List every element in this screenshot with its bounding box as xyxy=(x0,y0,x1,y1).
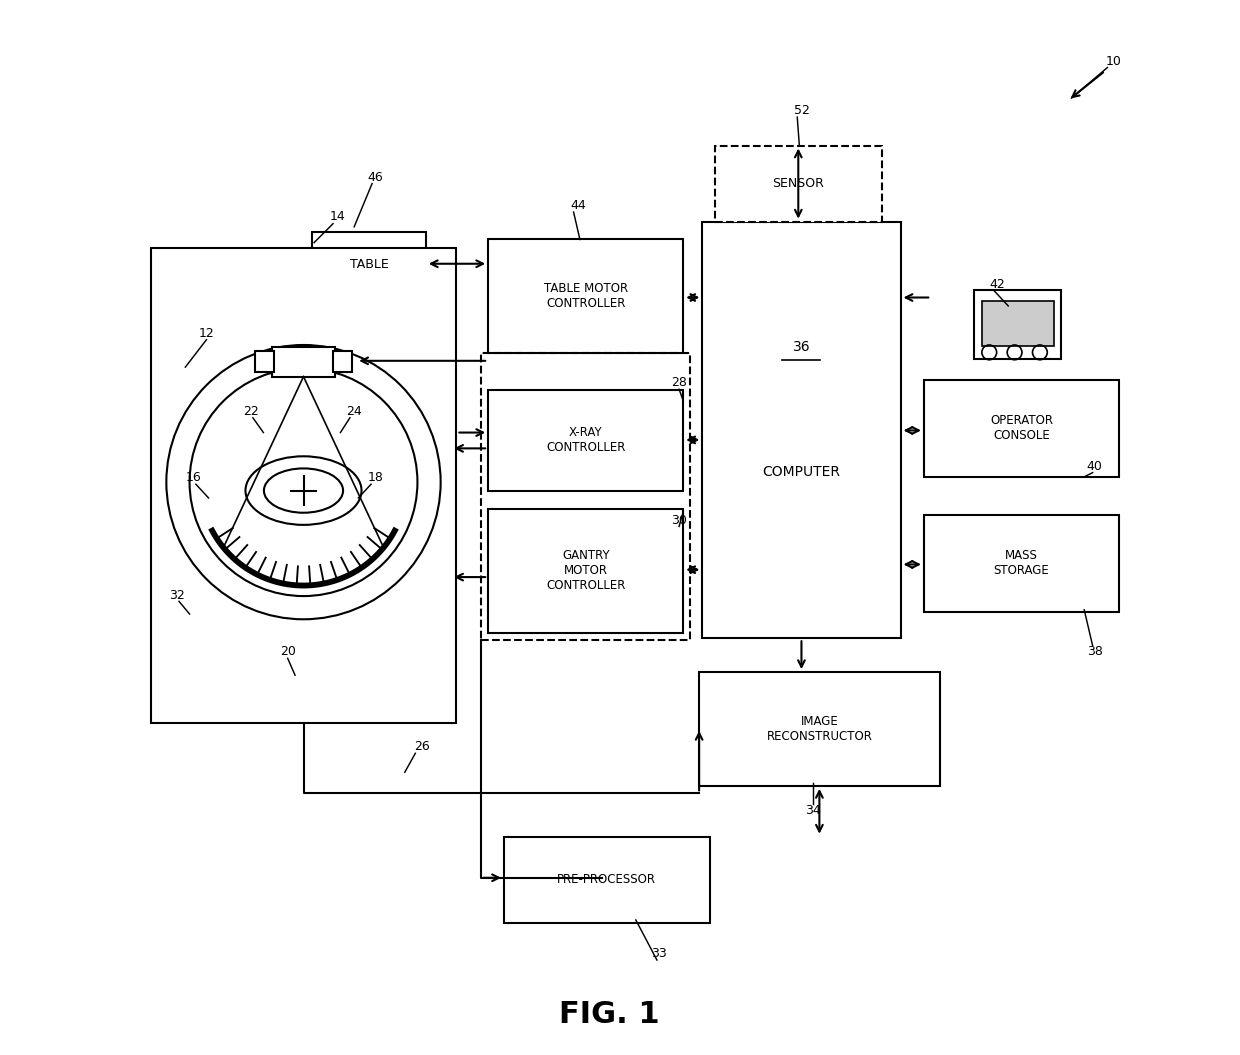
Text: IMAGE
RECONSTRUCTOR: IMAGE RECONSTRUCTOR xyxy=(766,715,872,743)
Text: 33: 33 xyxy=(651,947,667,960)
Text: 12: 12 xyxy=(198,327,215,340)
FancyBboxPatch shape xyxy=(924,380,1118,477)
Text: 16: 16 xyxy=(186,472,202,484)
FancyBboxPatch shape xyxy=(272,347,335,377)
Text: 52: 52 xyxy=(794,104,810,117)
Text: FIG. 1: FIG. 1 xyxy=(559,1000,660,1030)
Text: GANTRY
MOTOR
CONTROLLER: GANTRY MOTOR CONTROLLER xyxy=(546,550,625,592)
Text: 22: 22 xyxy=(243,405,259,418)
Text: 30: 30 xyxy=(671,514,687,526)
Text: 26: 26 xyxy=(414,741,429,753)
Text: MASS
STORAGE: MASS STORAGE xyxy=(993,550,1049,577)
Text: 18: 18 xyxy=(367,472,383,484)
Text: SENSOR: SENSOR xyxy=(773,177,825,190)
Text: X-RAY
CONTROLLER: X-RAY CONTROLLER xyxy=(546,426,625,455)
Text: 28: 28 xyxy=(671,377,687,389)
Text: 10: 10 xyxy=(1106,55,1122,68)
Text: 44: 44 xyxy=(570,199,585,212)
FancyBboxPatch shape xyxy=(312,232,425,298)
FancyBboxPatch shape xyxy=(255,351,274,372)
FancyBboxPatch shape xyxy=(924,515,1118,612)
FancyBboxPatch shape xyxy=(975,290,1061,359)
Text: 46: 46 xyxy=(367,171,383,184)
Text: PRE-PROCESSOR: PRE-PROCESSOR xyxy=(557,874,656,886)
FancyBboxPatch shape xyxy=(715,146,882,222)
Text: 42: 42 xyxy=(990,279,1006,291)
Text: 32: 32 xyxy=(169,589,185,601)
FancyBboxPatch shape xyxy=(489,239,683,353)
Text: 40: 40 xyxy=(1086,460,1102,473)
FancyBboxPatch shape xyxy=(489,509,683,633)
Text: 14: 14 xyxy=(330,210,345,223)
Text: TABLE: TABLE xyxy=(350,258,388,271)
FancyBboxPatch shape xyxy=(503,837,709,923)
FancyBboxPatch shape xyxy=(699,672,940,786)
Text: 38: 38 xyxy=(1086,646,1102,658)
Text: 24: 24 xyxy=(346,405,362,418)
Text: OPERATOR
CONSOLE: OPERATOR CONSOLE xyxy=(990,415,1053,442)
Text: TABLE MOTOR
CONTROLLER: TABLE MOTOR CONTROLLER xyxy=(543,283,627,310)
FancyBboxPatch shape xyxy=(489,390,683,491)
Text: 34: 34 xyxy=(805,804,821,817)
FancyBboxPatch shape xyxy=(334,351,352,372)
FancyBboxPatch shape xyxy=(702,222,900,638)
FancyBboxPatch shape xyxy=(150,248,456,723)
Text: 36: 36 xyxy=(792,340,810,353)
FancyBboxPatch shape xyxy=(982,301,1054,346)
Text: COMPUTER: COMPUTER xyxy=(763,464,841,479)
Text: 20: 20 xyxy=(280,646,295,658)
